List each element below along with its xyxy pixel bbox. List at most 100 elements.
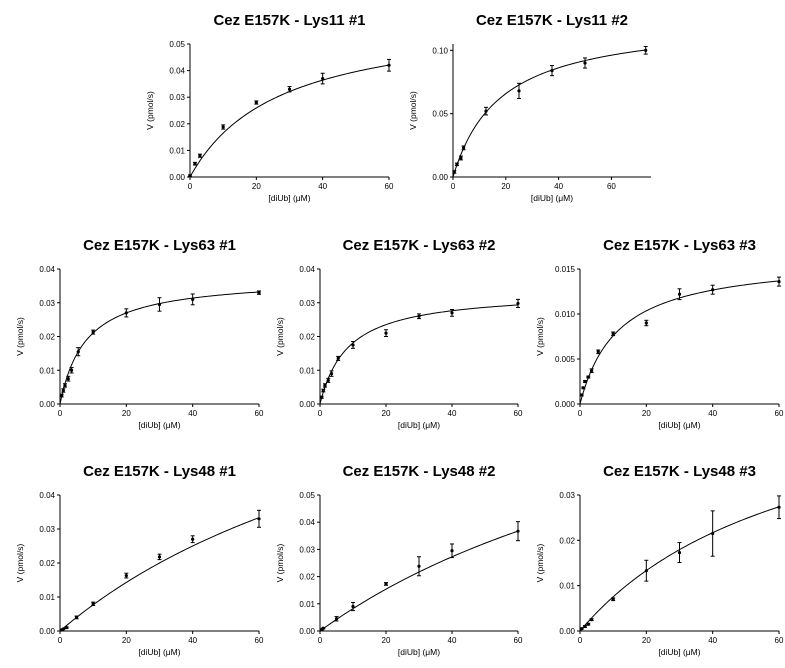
- y-tick-label: 0.01: [169, 146, 185, 155]
- data-point: [190, 535, 195, 544]
- data-marker: [157, 555, 162, 559]
- x-axis-label: [diUb] (μM): [268, 193, 310, 203]
- data-point: [322, 383, 327, 388]
- data-point: [91, 601, 96, 606]
- data-marker: [583, 61, 587, 65]
- fit-curve: [319, 530, 519, 632]
- chart-title: Cez E157K - Lys63 #1: [83, 237, 236, 254]
- data-point: [643, 46, 648, 55]
- y-tick-label: 0.03: [299, 299, 315, 308]
- x-tick-label: 60: [385, 182, 394, 191]
- y-axis-label: V (pmol/s): [408, 91, 418, 130]
- x-tick-label: 0: [578, 636, 583, 645]
- data-marker: [323, 383, 327, 388]
- chart-title: Cez E157K - Lys48 #3: [603, 463, 756, 480]
- data-point: [516, 298, 520, 308]
- data-point: [157, 297, 162, 312]
- fit-curve: [579, 506, 780, 632]
- data-point: [458, 155, 463, 161]
- y-tick-label: 0.02: [39, 333, 55, 342]
- x-axis-label: [diUb] (μM): [398, 647, 440, 657]
- data-point: [334, 616, 339, 622]
- data-marker: [459, 156, 463, 160]
- x-tick-label: 60: [775, 636, 784, 645]
- x-tick-label: 20: [642, 636, 651, 645]
- data-marker: [351, 604, 355, 609]
- data-marker: [677, 292, 682, 296]
- fit-curve: [452, 49, 645, 178]
- data-marker: [550, 69, 554, 73]
- chart-title: Cez E157K - Lys48 #1: [83, 463, 236, 480]
- x-tick-label: 40: [188, 636, 197, 645]
- x-tick-label: 60: [514, 409, 523, 418]
- chart-panel-8: Cez E157K - Lys48 #3 0.00 0.01 0.02 0.03 0 20 4…: [535, 463, 784, 657]
- data-point: [450, 543, 454, 559]
- y-tick-label: 0.000: [555, 400, 576, 409]
- y-tick-label: 0.02: [39, 559, 55, 568]
- chart-title: Cez E157K - Lys11 #2: [476, 12, 628, 29]
- data-marker: [516, 529, 520, 533]
- data-point: [190, 293, 195, 306]
- data-point: [454, 162, 459, 167]
- data-point: [596, 349, 601, 355]
- x-tick-label: 0: [318, 636, 323, 645]
- data-marker: [91, 602, 95, 606]
- data-point: [74, 615, 79, 620]
- y-tick-label: 0.05: [169, 40, 185, 49]
- data-marker: [586, 375, 590, 379]
- data-point: [777, 276, 781, 287]
- data-point: [777, 495, 781, 520]
- data-point: [287, 86, 292, 93]
- data-point: [384, 329, 388, 337]
- data-marker: [455, 162, 459, 166]
- chart-title: Cez E157K - Lys48 #2: [343, 463, 496, 480]
- data-marker: [452, 170, 456, 174]
- data-marker: [417, 314, 421, 318]
- data-marker: [677, 550, 682, 555]
- data-marker: [91, 330, 95, 334]
- data-point: [677, 542, 682, 564]
- data-point: [319, 395, 324, 399]
- y-tick-label: 0.01: [299, 600, 315, 609]
- data-point: [62, 383, 67, 388]
- chart-panel-2: Cez E157K - Lys11 #2 0.00 0.05 0.10 0 20 40 60 […: [408, 12, 651, 203]
- data-point: [124, 308, 129, 318]
- data-point: [644, 559, 649, 582]
- y-tick-label: 0.015: [555, 265, 576, 274]
- x-tick-label: 0: [318, 409, 323, 418]
- data-marker: [60, 393, 64, 398]
- data-marker: [611, 597, 615, 601]
- y-tick-label: 0.02: [299, 573, 315, 582]
- data-point: [192, 161, 197, 166]
- chart-panel-6: Cez E157K - Lys48 #1 0.00 0.01 0.02 0.03 0.04…: [15, 463, 264, 657]
- data-marker: [287, 87, 292, 91]
- data-marker: [517, 89, 521, 93]
- data-point: [257, 290, 261, 295]
- data-point: [710, 510, 715, 557]
- y-tick-label: 0.04: [39, 265, 55, 274]
- data-marker: [321, 626, 325, 630]
- y-tick-label: 0.00: [39, 627, 55, 636]
- x-tick-label: 60: [607, 182, 616, 191]
- y-tick-label: 0.05: [299, 491, 315, 500]
- data-point: [320, 72, 325, 85]
- y-axis-label: V (pmol/s): [275, 543, 285, 582]
- data-marker: [417, 564, 421, 568]
- data-point: [197, 153, 202, 158]
- x-tick-label: 20: [122, 636, 131, 645]
- x-tick-label: 60: [514, 636, 523, 645]
- data-marker: [590, 369, 594, 373]
- y-tick-label: 0.00: [39, 400, 55, 409]
- data-point: [387, 58, 391, 72]
- data-marker: [590, 618, 594, 622]
- y-tick-label: 0.01: [39, 366, 55, 375]
- data-point: [384, 582, 388, 586]
- data-point: [589, 368, 594, 373]
- data-marker: [70, 368, 74, 372]
- data-marker: [351, 343, 355, 347]
- chart-panel-4: Cez E157K - Lys63 #2 0.00 0.01 0.02 0.03 0.04…: [275, 237, 523, 430]
- chart-title: Cez E157K - Lys11 #1: [213, 12, 365, 29]
- y-tick-label: 0.01: [559, 582, 575, 591]
- data-marker: [326, 378, 330, 382]
- x-tick-label: 0: [58, 636, 63, 645]
